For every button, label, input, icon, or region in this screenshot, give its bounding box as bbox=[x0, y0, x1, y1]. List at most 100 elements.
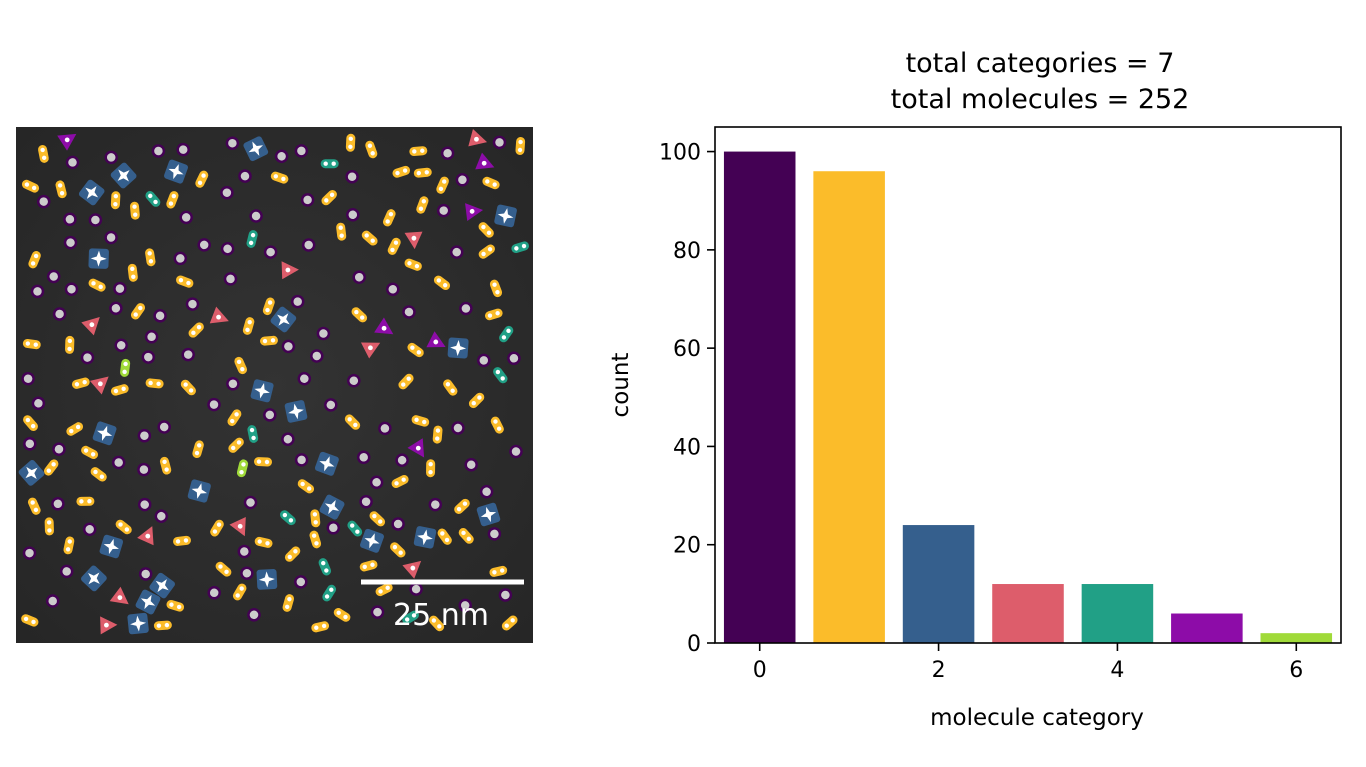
molecule-highlight bbox=[285, 267, 291, 273]
molecule-highlight bbox=[270, 338, 276, 343]
molecule-highlight bbox=[319, 456, 335, 472]
molecule-shape bbox=[378, 421, 392, 436]
molecule-category-0 bbox=[451, 421, 465, 435]
molecule-highlight bbox=[25, 466, 38, 479]
molecule-highlight bbox=[175, 539, 181, 544]
molecule-highlight bbox=[265, 307, 270, 313]
molecule-highlight bbox=[186, 280, 191, 286]
molecule-highlight bbox=[510, 618, 515, 623]
chart-title-line-1: total categories = 7 bbox=[906, 48, 1175, 79]
chart-title-line-2: total molecules = 252 bbox=[891, 84, 1190, 115]
molecule-shape bbox=[63, 212, 77, 227]
molecule-shape bbox=[22, 546, 37, 560]
molecule-highlight bbox=[436, 278, 442, 283]
molecule-category-1 bbox=[429, 615, 445, 632]
molecule-shape bbox=[345, 169, 359, 184]
molecule-category-1 bbox=[90, 467, 107, 482]
molecule-highlight bbox=[89, 322, 95, 328]
molecule-highlight bbox=[31, 619, 36, 625]
molecule-category-2 bbox=[149, 572, 175, 599]
molecule-highlight bbox=[368, 345, 373, 351]
molecule-category-0 bbox=[65, 155, 80, 170]
molecule-shape bbox=[290, 294, 305, 309]
molecule-category-1 bbox=[55, 180, 67, 199]
molecule-category-1 bbox=[482, 176, 500, 190]
molecule-category-1 bbox=[210, 519, 224, 537]
molecule-category-0 bbox=[22, 546, 37, 560]
molecule-highlight bbox=[385, 585, 390, 590]
molecule-highlight bbox=[65, 547, 71, 552]
molecule-category-0 bbox=[21, 371, 35, 386]
molecule-category-0 bbox=[345, 169, 359, 184]
molecule-shape bbox=[360, 342, 381, 359]
molecule-category-1 bbox=[344, 414, 361, 430]
molecule-category-0 bbox=[297, 371, 312, 386]
molecule-shape bbox=[176, 142, 190, 157]
molecule-category-1 bbox=[365, 140, 378, 159]
molecule-highlight bbox=[183, 538, 189, 543]
molecule-highlight bbox=[424, 170, 429, 175]
molecule-category-0 bbox=[449, 245, 464, 259]
molecule-shape bbox=[154, 509, 169, 523]
bar-category-3 bbox=[992, 584, 1064, 643]
molecule-shape bbox=[137, 428, 152, 443]
molecule-shape bbox=[197, 238, 211, 252]
molecule-shape bbox=[369, 475, 384, 490]
molecule-highlight bbox=[410, 565, 416, 571]
molecule-highlight bbox=[104, 622, 109, 628]
molecule-highlight bbox=[30, 500, 35, 505]
molecule-category-0 bbox=[263, 245, 278, 259]
molecule-highlight bbox=[442, 283, 448, 288]
molecule-category-0 bbox=[507, 351, 521, 366]
molecule-category-0 bbox=[51, 497, 65, 511]
molecule-highlight bbox=[323, 161, 328, 166]
molecule-category-1 bbox=[262, 297, 275, 316]
molecule-category-0 bbox=[509, 444, 523, 459]
molecule-highlight bbox=[329, 587, 334, 592]
chart-title: total categories = 7 total molecules = 2… bbox=[891, 48, 1190, 115]
molecule-highlight bbox=[514, 246, 519, 251]
molecule-highlight bbox=[485, 179, 490, 184]
molecule-category-1 bbox=[180, 379, 196, 396]
molecule-highlight bbox=[390, 247, 395, 253]
molecule-category-4 bbox=[511, 241, 530, 254]
molecule-highlight bbox=[517, 147, 523, 153]
molecule-category-3 bbox=[404, 231, 423, 250]
molecule-shape bbox=[23, 437, 37, 451]
molecule-category-2 bbox=[476, 502, 501, 527]
molecule-category-1 bbox=[71, 377, 90, 389]
molecule-shape bbox=[138, 567, 153, 581]
molecule-shape bbox=[347, 373, 361, 388]
molecule-category-3 bbox=[281, 261, 299, 280]
molecule-shape bbox=[237, 544, 252, 559]
molecule-category-0 bbox=[141, 350, 156, 364]
molecule-category-1 bbox=[43, 459, 59, 476]
molecule-highlight bbox=[496, 426, 502, 431]
molecule-highlight bbox=[367, 143, 373, 148]
molecule-highlight bbox=[461, 530, 466, 536]
molecule-highlight bbox=[117, 169, 130, 182]
molecule-category-0 bbox=[300, 193, 315, 207]
molecule-category-0 bbox=[157, 420, 171, 434]
molecule-category-0 bbox=[223, 272, 238, 286]
molecule-highlight bbox=[131, 274, 136, 279]
molecule-highlight bbox=[370, 151, 375, 156]
molecule-highlight bbox=[284, 604, 290, 610]
molecule-category-0 bbox=[46, 269, 61, 284]
molecule-category-3 bbox=[402, 560, 422, 579]
molecule-shape bbox=[238, 169, 252, 183]
molecule-highlight bbox=[264, 459, 270, 465]
molecule-shape bbox=[458, 598, 472, 613]
molecule-highlight bbox=[394, 481, 399, 486]
molecule-category-5 bbox=[465, 203, 484, 221]
molecule-highlight bbox=[314, 625, 319, 630]
molecule-shape bbox=[64, 282, 79, 296]
molecule-highlight bbox=[59, 190, 65, 196]
molecule-category-0 bbox=[45, 594, 60, 608]
molecule-highlight bbox=[133, 212, 138, 217]
bar-category-5 bbox=[1171, 613, 1243, 643]
molecule-category-4 bbox=[318, 558, 332, 576]
molecule-shape bbox=[407, 438, 425, 458]
molecule-highlight bbox=[331, 161, 336, 166]
